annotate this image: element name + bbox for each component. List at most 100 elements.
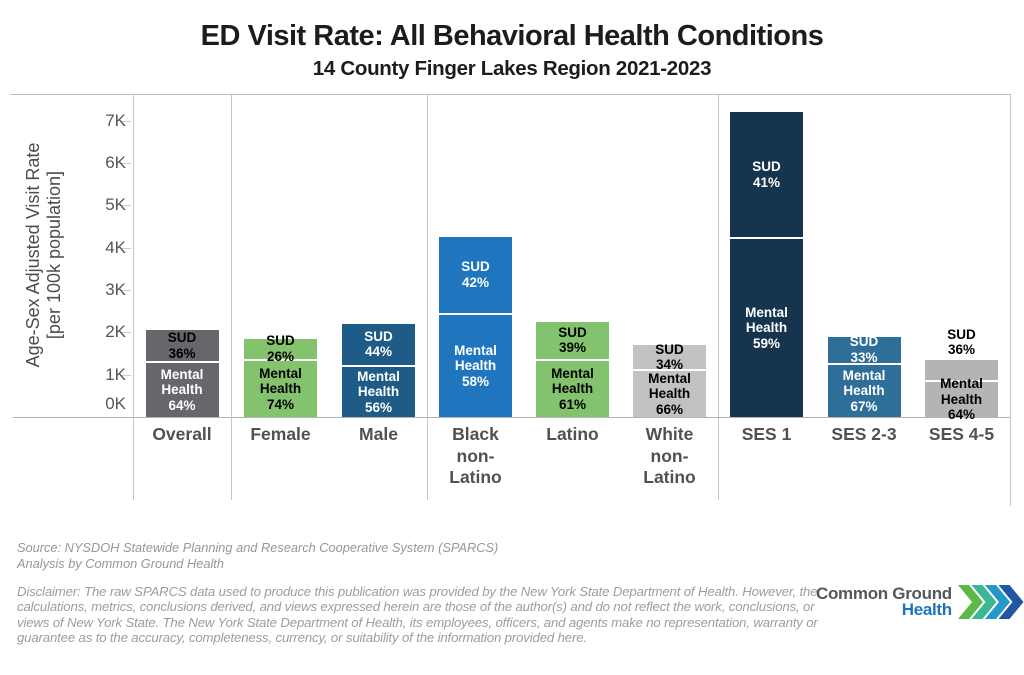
sud-pct-label: 39% bbox=[558, 340, 587, 356]
segment-mental-health-black-non-latino: Mental Health 58% bbox=[439, 312, 512, 417]
sud-pct-label: 26% bbox=[266, 348, 295, 364]
mental-health-label: Health bbox=[357, 384, 400, 400]
logo-chevron-4 bbox=[998, 585, 1024, 619]
sud-pct-label: 41% bbox=[752, 174, 781, 190]
mental-health-label: Mental bbox=[648, 370, 691, 386]
segment-sud-ses-2-3: SUD 33% bbox=[828, 334, 901, 365]
mental-health-pct-label: 66% bbox=[655, 401, 684, 417]
segment-sud-male: SUD 44% bbox=[342, 324, 415, 365]
x-axis-label-overall: Overall bbox=[152, 424, 212, 444]
bar-ses-1: SUD 41% Mental Health 59% bbox=[730, 112, 803, 417]
x-axis-baseline bbox=[13, 417, 1011, 418]
mental-health-label: Health bbox=[161, 382, 203, 398]
logo-chevron-1 bbox=[957, 585, 983, 619]
mental-health-label: Health bbox=[259, 381, 302, 397]
y-tick-label-2K: 2K bbox=[105, 322, 126, 342]
mental-health-pct-label: 64% bbox=[947, 407, 976, 423]
chart-title: ED Visit Rate: All Behavioral Health Con… bbox=[200, 20, 824, 52]
sud-label: SUD bbox=[947, 326, 976, 342]
sud-label: SUD bbox=[364, 328, 393, 344]
x-axis-label-ses-2-3: SES 2-3 bbox=[831, 424, 897, 444]
x-axis-label-white-non-latino: White non- Latino bbox=[643, 424, 696, 487]
sud-pct-label: 33% bbox=[850, 349, 878, 365]
panel-divider-1 bbox=[231, 94, 232, 500]
y-tick-label-6K: 6K bbox=[105, 153, 126, 173]
sud-label: SUD bbox=[849, 334, 879, 350]
common-ground-health-logo: Common Ground Health bbox=[816, 585, 1024, 619]
sud-pct-label: 44% bbox=[364, 344, 393, 360]
segment-sud-ses-1: SUD 41% bbox=[730, 112, 803, 237]
sud-pct-label: 34% bbox=[655, 357, 684, 373]
mental-health-label: Health bbox=[648, 386, 691, 402]
mental-health-pct-label: 67% bbox=[850, 398, 878, 414]
sud-label-outside-ses-4-5: SUD 36% bbox=[947, 327, 976, 358]
bar-ses-4-5: Mental Health 64% SUD 36% bbox=[925, 327, 998, 422]
y-tick-mark-1K bbox=[122, 374, 131, 376]
disclaimer-text: Disclaimer: The raw SPARCS data used to … bbox=[17, 584, 818, 645]
y-tick-mark-3K bbox=[122, 290, 131, 291]
x-axis-label-latino: Latino bbox=[546, 424, 599, 444]
y-axis-title-line1: Age-Sex Adjusted Visit Rate bbox=[23, 142, 43, 368]
source-line2: Analysis by Common Ground Health bbox=[17, 555, 224, 571]
y-tick-mark-4K bbox=[122, 247, 131, 249]
y-tick-mark-2K bbox=[122, 332, 131, 334]
bar-female: SUD 26% Mental Health 74% bbox=[244, 333, 317, 417]
mental-health-label: Mental bbox=[940, 376, 983, 392]
y-tick-mark-6K bbox=[122, 163, 131, 165]
bar-ses-2-3: SUD 33% Mental Health 67% bbox=[827, 334, 901, 417]
mental-health-label: Health bbox=[454, 358, 497, 374]
mental-health-label: Mental bbox=[551, 365, 594, 381]
logo-name: Common Ground bbox=[816, 584, 952, 603]
logo-chevron-2 bbox=[971, 585, 997, 619]
y-axis-title: Age-Sex Adjusted Visit Rate [per 100k po… bbox=[23, 143, 65, 368]
y-axis-title-line2: [per 100k population] bbox=[44, 170, 64, 340]
x-axis-label-ses-1: SES 1 bbox=[741, 424, 792, 444]
logo-name-line2: Health bbox=[901, 600, 952, 619]
panel-divider-3 bbox=[718, 94, 719, 500]
mental-health-pct-label: 74% bbox=[266, 396, 295, 412]
x-axis-label-male: Male bbox=[359, 424, 398, 444]
y-axis-line bbox=[133, 94, 134, 500]
mental-health-label: Mental bbox=[842, 367, 886, 383]
y-tick-label-5K: 5K bbox=[105, 195, 126, 215]
panel-divider-2 bbox=[427, 94, 428, 500]
sud-pct-label: 36% bbox=[947, 342, 976, 358]
segment-mental-health-ses-2-3: Mental Health 67% bbox=[827, 363, 901, 417]
y-tick-label-3K: 3K bbox=[105, 280, 126, 299]
chart-subtitle: 14 County Finger Lakes Region 2021-2023 bbox=[312, 57, 712, 80]
mental-health-pct-label: 58% bbox=[461, 373, 490, 389]
mental-health-pct-label: 59% bbox=[752, 335, 781, 351]
x-axis-label-female: Female bbox=[250, 424, 311, 444]
mental-health-label: Health bbox=[843, 383, 885, 399]
y-tick-mark-5K bbox=[122, 205, 131, 207]
mental-health-label: Health bbox=[551, 381, 594, 397]
mental-health-label: Mental bbox=[357, 368, 400, 384]
logo-chevrons-icon bbox=[957, 585, 1024, 619]
segment-sud-latino: SUD 39% bbox=[536, 322, 609, 359]
bar-overall: SUD 36% Mental Health 64% bbox=[145, 330, 219, 417]
mental-health-label: Mental bbox=[745, 304, 788, 320]
sud-label: SUD bbox=[655, 341, 684, 357]
segment-mental-health-male: Mental Health 56% bbox=[342, 364, 415, 417]
mental-health-pct-label: 61% bbox=[558, 396, 587, 412]
segment-mental-health-female: Mental Health 74% bbox=[244, 359, 317, 417]
segment-mental-health-ses-1: Mental Health 59% bbox=[730, 237, 803, 417]
mental-health-label: Mental bbox=[259, 365, 302, 381]
y-tick-label-4K: 4K bbox=[105, 237, 126, 257]
sud-label: SUD bbox=[266, 333, 295, 349]
mental-health-pct-label: 56% bbox=[364, 399, 393, 415]
mental-health-label: Mental bbox=[160, 366, 204, 382]
plot-top-border bbox=[10, 94, 1011, 95]
segment-sud-white-non-latino: SUD 34% bbox=[633, 341, 706, 373]
segment-mental-health-ses-4-5: Mental Health 64% bbox=[925, 376, 998, 422]
source-line1: Source: NYSDOH Statewide Planning and Re… bbox=[17, 540, 499, 555]
sud-pct-label: 36% bbox=[168, 345, 196, 361]
bar-black-non-latino: SUD 42% Mental Health 58% bbox=[439, 237, 512, 417]
bar-white-non-latino: SUD 34% Mental Health 66% bbox=[633, 341, 706, 417]
segment-sud-female: SUD 26% bbox=[244, 333, 317, 364]
segment-sud-black-non-latino: SUD 42% bbox=[439, 237, 512, 313]
mental-health-pct-label: 64% bbox=[168, 397, 196, 413]
logo-text: Common Ground Health bbox=[816, 585, 952, 618]
y-tick-label-1K: 1K bbox=[105, 364, 126, 384]
